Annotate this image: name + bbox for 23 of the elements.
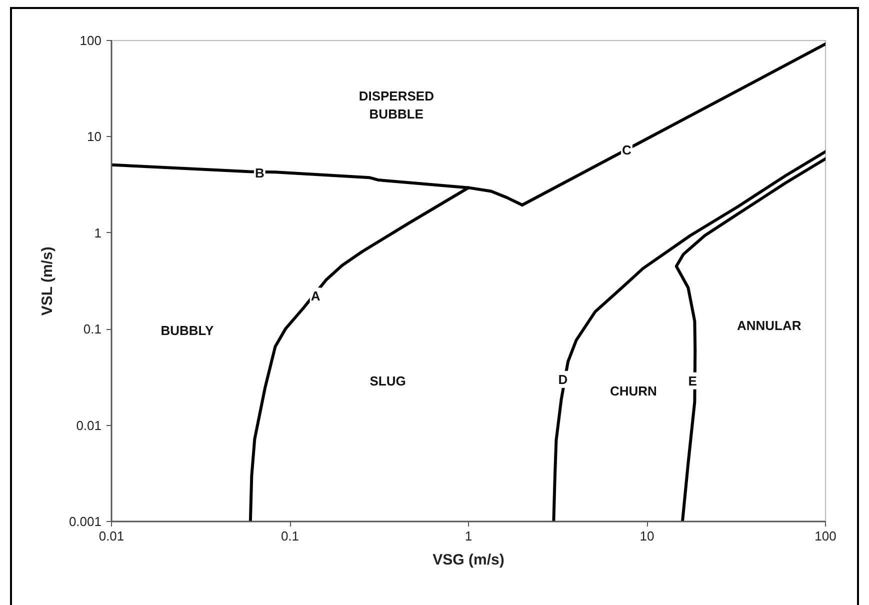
x-tick-label: 100: [814, 528, 836, 544]
annotation: A: [310, 288, 321, 304]
y-tick-label: 1: [94, 225, 102, 240]
y-axis-title: VSL (m/s): [38, 246, 56, 316]
annotation: SLUG: [370, 374, 406, 389]
annotation: E: [688, 373, 698, 388]
x-tick-label: 0.1: [280, 528, 300, 544]
x-tick-label: 1: [464, 528, 472, 544]
x-tick-label: 0.01: [98, 528, 124, 544]
y-tick-label: 0.001: [68, 514, 102, 529]
y-tick-label: 100: [80, 33, 102, 48]
y-tick-label: 0.01: [76, 418, 102, 433]
annotation: D: [558, 372, 568, 387]
x-tick-label: 10: [640, 528, 654, 544]
y-tick-label: 0.1: [83, 322, 102, 337]
x-axis-title: VSG (m/s): [432, 552, 504, 568]
annotation: ANNULAR: [736, 318, 802, 334]
annotation: DISPERSED BUBBLE: [358, 88, 434, 122]
annotation: B: [254, 165, 264, 180]
annotation: CHURN: [610, 384, 657, 399]
annotation: BUBBLY: [160, 323, 214, 338]
annotation: C: [622, 142, 632, 158]
y-tick-label: 10: [87, 129, 102, 144]
